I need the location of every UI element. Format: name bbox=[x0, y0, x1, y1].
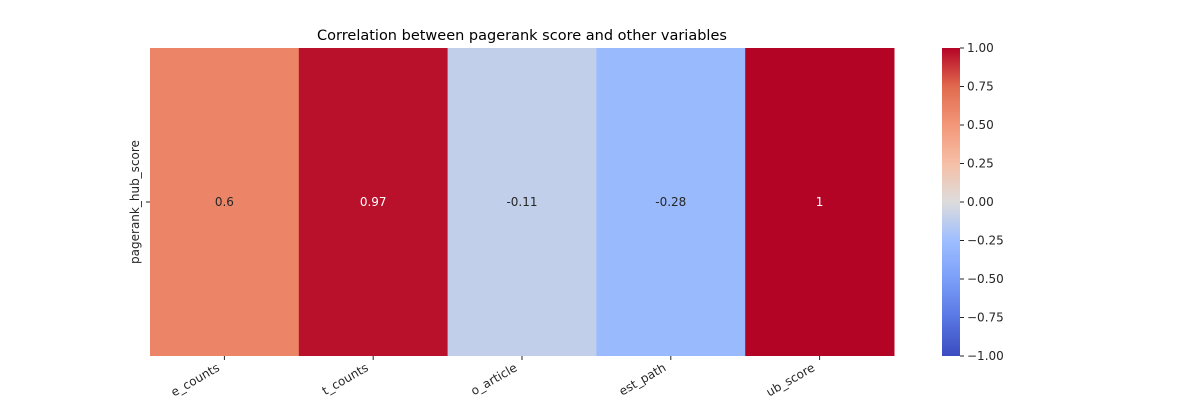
cell-value-label: 0.6 bbox=[215, 195, 234, 209]
cell-value-label: -0.11 bbox=[506, 195, 537, 209]
x-tick-label: t_counts bbox=[320, 360, 371, 398]
heatmap-cell bbox=[150, 48, 300, 356]
x-tick-label: ub_score bbox=[764, 360, 817, 399]
cell-value-label: 1 bbox=[816, 195, 824, 209]
y-tick-label: pagerank_hub_score bbox=[128, 140, 142, 264]
x-tick-label: e_counts bbox=[169, 360, 222, 399]
cell-value-label: -0.28 bbox=[655, 195, 686, 209]
colorbar-ticks: 1.00 0.75 0.50 0.25 0.00 −0.25 −0.50 −0.75 −1.00 bbox=[960, 41, 1004, 363]
heatmap-cell bbox=[745, 48, 895, 356]
heatmap-cells: 0.6 0.97 -0.11 -0.28 1 bbox=[150, 48, 895, 356]
colorbar-tick-label: 1.00 bbox=[967, 41, 994, 55]
colorbar-tick-label: −0.75 bbox=[967, 311, 1004, 325]
colorbar-tick-label: 0.75 bbox=[967, 80, 994, 94]
colorbar-tick-label: −0.50 bbox=[967, 272, 1004, 286]
x-axis: e_counts t_counts o_article est_path ub_scor… bbox=[169, 356, 821, 399]
colorbar-tick-label: 0.50 bbox=[967, 118, 994, 132]
colorbar-tick-label: −1.00 bbox=[967, 349, 1004, 363]
colorbar: 1.00 0.75 0.50 0.25 0.00 −0.25 −0.50 −0.75 −1.00 bbox=[942, 41, 1004, 363]
x-tick-label: o_article bbox=[468, 360, 519, 398]
colorbar-tick-label: 0.25 bbox=[967, 157, 994, 171]
heatmap-cell bbox=[447, 48, 597, 356]
colorbar-gradient bbox=[942, 48, 960, 356]
colorbar-tick-label: 0.00 bbox=[967, 195, 994, 209]
colorbar-tick-label: −0.25 bbox=[967, 234, 1004, 248]
heatmap-cell bbox=[596, 48, 746, 356]
chart-title: Correlation between pagerank score and o… bbox=[317, 28, 727, 44]
heatmap-cell bbox=[298, 48, 449, 356]
x-tick-label: est_path bbox=[617, 360, 669, 398]
y-axis: pagerank_hub_score bbox=[128, 140, 150, 264]
cell-value-label: 0.97 bbox=[360, 195, 387, 209]
